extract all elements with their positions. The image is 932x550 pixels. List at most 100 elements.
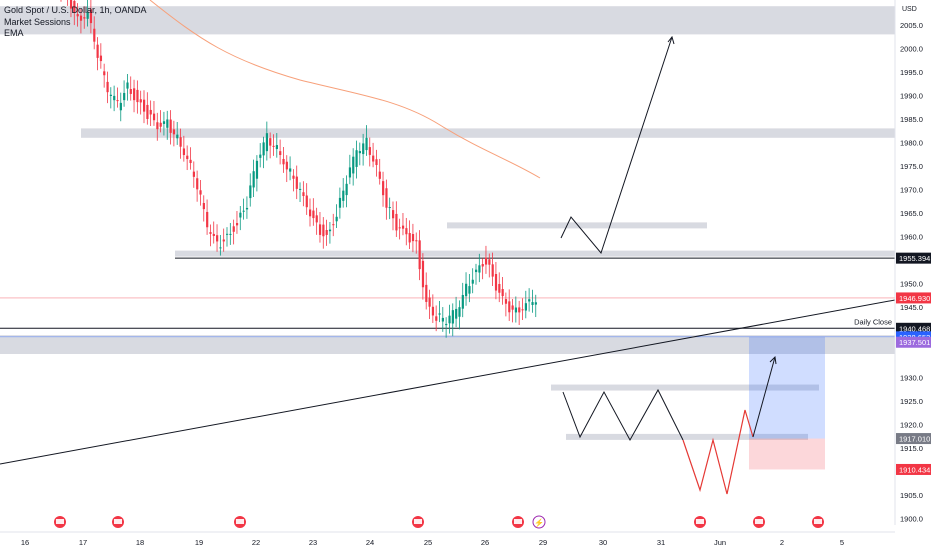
candle-body bbox=[265, 133, 269, 152]
time-tick-label: 31 bbox=[657, 538, 665, 547]
candle-body bbox=[162, 121, 166, 124]
pattern-support bbox=[566, 433, 808, 440]
time-tick-label: 18 bbox=[136, 538, 144, 547]
candle-body bbox=[169, 119, 172, 133]
candle-body bbox=[358, 151, 361, 154]
candle-body bbox=[348, 167, 352, 178]
candle-body bbox=[484, 257, 488, 265]
ema-line bbox=[149, 0, 541, 179]
price-tick-label: 1990.0 bbox=[900, 92, 923, 101]
candle-body bbox=[113, 95, 116, 101]
candle-body bbox=[385, 188, 388, 208]
price-flag-label: 1940.468 bbox=[899, 324, 930, 333]
candle-body bbox=[408, 232, 411, 243]
candle-body bbox=[292, 175, 295, 179]
candle-body bbox=[508, 301, 511, 313]
candle-body bbox=[445, 323, 448, 326]
price-flag-label: 1917.010 bbox=[899, 435, 930, 444]
candle-body bbox=[99, 55, 103, 62]
price-tick-label: 1905.0 bbox=[900, 491, 923, 500]
candle-body bbox=[488, 259, 491, 265]
candle-body bbox=[418, 240, 421, 270]
candle-body bbox=[524, 303, 527, 311]
candle-body bbox=[362, 143, 365, 155]
candle-body bbox=[345, 183, 348, 196]
candle-body bbox=[285, 161, 288, 170]
candle-body bbox=[212, 233, 215, 236]
candle-body bbox=[421, 260, 425, 288]
candle-body bbox=[289, 168, 292, 172]
price-flag-label: 1955.394 bbox=[899, 254, 930, 263]
price-flag bbox=[896, 292, 931, 304]
candle-body bbox=[395, 213, 398, 231]
candle-body bbox=[259, 154, 262, 158]
price-tick-label: 1965.0 bbox=[900, 209, 923, 218]
candle-body bbox=[392, 210, 395, 219]
candle-body bbox=[279, 151, 282, 155]
candle-body bbox=[149, 109, 152, 115]
candle-body bbox=[521, 309, 524, 311]
candle-body bbox=[475, 269, 478, 273]
pattern-resistance bbox=[551, 384, 819, 391]
price-tick-label: 2000.0 bbox=[900, 45, 923, 54]
candle-body bbox=[152, 113, 156, 121]
candle-body bbox=[239, 212, 242, 218]
candle-body bbox=[232, 226, 235, 232]
candle-body bbox=[478, 265, 481, 273]
candle-body bbox=[325, 230, 328, 235]
candle-body bbox=[448, 315, 451, 324]
price-tick-label: 1970.0 bbox=[900, 186, 923, 195]
chart-legend: Gold Spot / U.S. Dollar, 1h, OANDA Marke… bbox=[4, 5, 147, 40]
price-axis-background bbox=[895, 0, 932, 550]
ema-indicator[interactable]: EMA bbox=[4, 28, 24, 38]
candle-body bbox=[89, 9, 93, 24]
long-position-target-box bbox=[749, 336, 825, 439]
time-tick-label: 26 bbox=[481, 538, 489, 547]
candle-body bbox=[226, 233, 229, 235]
candle-body bbox=[192, 171, 195, 177]
price-flag bbox=[896, 336, 931, 348]
candle-body bbox=[123, 92, 126, 101]
candle-body bbox=[69, 0, 73, 9]
price-tick-label: 1995.0 bbox=[900, 68, 923, 77]
candle-body bbox=[83, 17, 86, 19]
price-tick-label: 2005.0 bbox=[900, 21, 923, 30]
market-sessions-indicator[interactable]: Market Sessions bbox=[4, 16, 71, 27]
resistance-zone bbox=[81, 128, 895, 138]
time-tick-label: 2 bbox=[780, 538, 784, 547]
candle-body bbox=[461, 294, 464, 309]
candle-body bbox=[352, 156, 355, 174]
price-tick-label: 1960.0 bbox=[900, 233, 923, 242]
candle-body bbox=[209, 232, 212, 234]
candle-body bbox=[116, 100, 119, 102]
candles-layer bbox=[60, 0, 537, 338]
time-tick-label: 23 bbox=[309, 538, 317, 547]
candle-body bbox=[219, 247, 222, 249]
candle-body bbox=[501, 289, 504, 297]
candle-body bbox=[338, 197, 342, 208]
candle-body bbox=[435, 316, 438, 321]
price-flag bbox=[896, 433, 931, 445]
projection-path-lower bbox=[752, 356, 776, 438]
candle-body bbox=[129, 89, 132, 94]
candle-body bbox=[242, 210, 245, 212]
candle-body bbox=[143, 99, 146, 112]
candle-body bbox=[252, 171, 255, 188]
candle-body bbox=[299, 188, 302, 190]
candle-body bbox=[176, 134, 179, 139]
price-flag-label: 1910.434 bbox=[899, 465, 930, 474]
candle-body bbox=[451, 310, 454, 324]
price-tick-label: 1985.0 bbox=[900, 115, 923, 124]
candle-body bbox=[136, 89, 139, 103]
candle-body bbox=[491, 264, 494, 277]
projection-arrowhead-upper bbox=[667, 35, 675, 45]
candle-body bbox=[103, 71, 106, 76]
demand-zone bbox=[0, 335, 895, 354]
candle-body bbox=[431, 306, 435, 316]
time-tick-label: 29 bbox=[539, 538, 547, 547]
time-tick-label: 19 bbox=[195, 538, 203, 547]
candle-body bbox=[269, 138, 272, 146]
daily-close-label: Daily Close bbox=[854, 317, 892, 326]
candle-body bbox=[372, 155, 375, 162]
